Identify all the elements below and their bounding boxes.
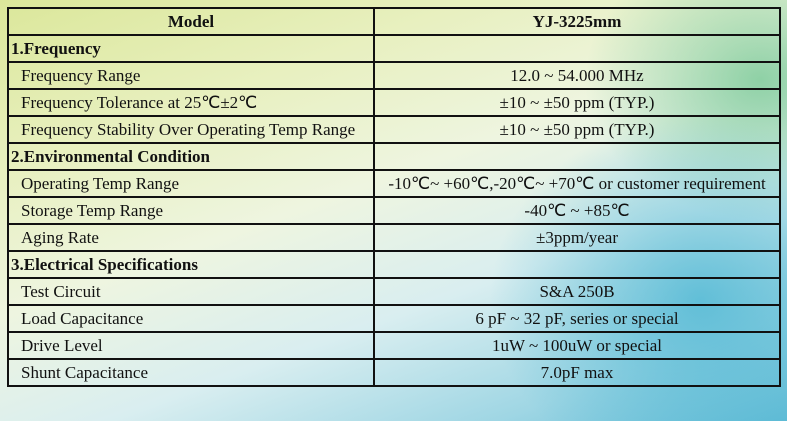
section-row: 1.Frequency [7,34,781,63]
section-value-empty [373,34,781,63]
section-row: 2.Environmental Condition [7,142,781,171]
section-title: 1.Frequency [7,34,375,63]
spec-row: Operating Temp Range -10℃~ +60℃,-20℃~ +70… [7,169,781,198]
spec-row: Frequency Range 12.0 ~ 54.000 MHz [7,61,781,90]
section-row: 3.Electrical Specifications [7,250,781,279]
spec-label: Aging Rate [7,223,375,252]
spec-value: S&A 250B [373,277,781,306]
spec-value: 6 pF ~ 32 pF, series or special [373,304,781,333]
model-label: Model [7,7,375,36]
spec-label: Frequency Range [7,61,375,90]
spec-label: Frequency Stability Over Operating Temp … [7,115,375,144]
section-value-empty [373,142,781,171]
spec-value: 7.0pF max [373,358,781,387]
spec-row: Shunt Capacitance 7.0pF max [7,358,781,387]
section-value-empty [373,250,781,279]
header-row: Model YJ-3225mm [7,7,781,36]
spec-value: -40℃ ~ +85℃ [373,196,781,225]
spec-row: Frequency Stability Over Operating Temp … [7,115,781,144]
model-value: YJ-3225mm [373,7,781,36]
spec-value: -10℃~ +60℃,-20℃~ +70℃ or customer requir… [373,169,781,198]
section-title: 2.Environmental Condition [7,142,375,171]
spec-row: Storage Temp Range -40℃ ~ +85℃ [7,196,781,225]
spec-label: Shunt Capacitance [7,358,375,387]
spec-table: Model YJ-3225mm 1.Frequency Frequency Ran… [7,7,781,387]
spec-value: 1uW ~ 100uW or special [373,331,781,360]
spec-row: Load Capacitance 6 pF ~ 32 pF, series or … [7,304,781,333]
spec-row: Drive Level 1uW ~ 100uW or special [7,331,781,360]
spec-row: Frequency Tolerance at 25℃±2℃ ±10 ~ ±50 p… [7,88,781,117]
spec-label: Operating Temp Range [7,169,375,198]
spec-row: Test Circuit S&A 250B [7,277,781,306]
spec-label: Load Capacitance [7,304,375,333]
spec-value: 12.0 ~ 54.000 MHz [373,61,781,90]
spec-label: Drive Level [7,331,375,360]
spec-label: Storage Temp Range [7,196,375,225]
spec-value: ±10 ~ ±50 ppm (TYP.) [373,88,781,117]
section-title: 3.Electrical Specifications [7,250,375,279]
spec-label: Test Circuit [7,277,375,306]
spec-label: Frequency Tolerance at 25℃±2℃ [7,88,375,117]
spec-value: ±10 ~ ±50 ppm (TYP.) [373,115,781,144]
spec-value: ±3ppm/year [373,223,781,252]
spec-row: Aging Rate ±3ppm/year [7,223,781,252]
